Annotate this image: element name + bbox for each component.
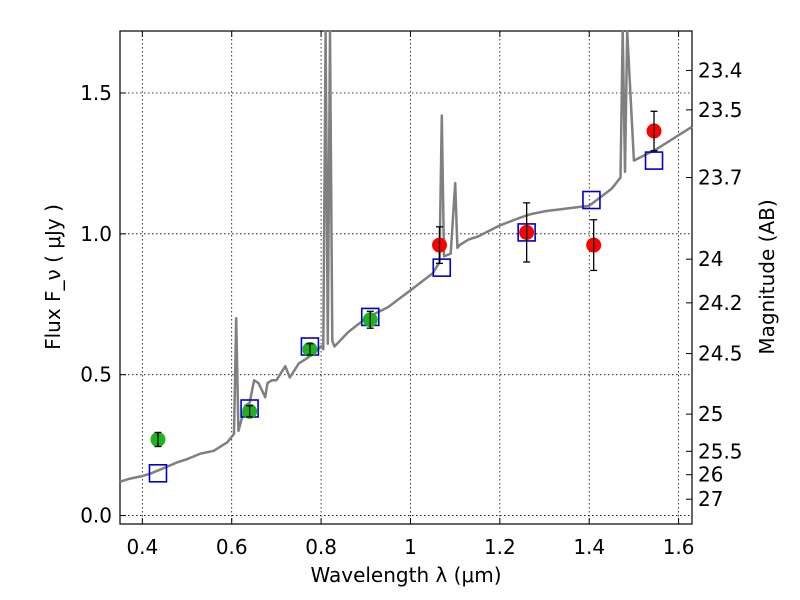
y-tick-label: 0.0 — [80, 504, 112, 528]
x-tick-label: 1.6 — [663, 535, 695, 559]
points-layer — [148, 110, 664, 483]
y-tick-label: 1.5 — [80, 81, 112, 105]
right-tick-label: 27 — [698, 487, 723, 511]
right-tick-label: 26 — [698, 463, 723, 487]
x-tick-label: 0.8 — [305, 535, 337, 559]
right-tick-label: 24 — [698, 247, 723, 271]
right-tick-label: 23.5 — [698, 98, 743, 122]
y-axis-label: Flux F_ν ( μJy ) — [41, 204, 65, 350]
ticks-layer: 0.4 0.6 0.8 1 1.2 1.4 1.6 0.0 0.5 1.0 1.5 23.4 23.5 2… — [80, 31, 743, 559]
grid-lines — [120, 31, 692, 524]
y-tick-label: 1.0 — [80, 222, 112, 246]
right-tick-label: 24.2 — [698, 291, 743, 315]
spectrum-layer — [119, 29, 693, 483]
x-tick-label: 0.4 — [126, 535, 158, 559]
right-tick-label: 24.5 — [698, 342, 743, 366]
x-tick-label: 1 — [404, 535, 417, 559]
model-square — [148, 463, 168, 483]
model-square — [432, 258, 452, 277]
right-axis-label: Magnitude (AB) — [755, 199, 779, 354]
x-tick-label: 1.2 — [484, 535, 516, 559]
plot-frame — [119, 30, 693, 525]
right-tick-label: 25.5 — [698, 439, 743, 463]
x-axis-label: Wavelength λ (μm) — [310, 563, 501, 587]
spectrum-line — [119, 29, 693, 483]
x-tick-label: 0.6 — [216, 535, 248, 559]
right-tick-label: 25 — [698, 402, 723, 426]
right-tick-label: 23.4 — [698, 58, 743, 82]
x-tick-label: 1.4 — [573, 535, 605, 559]
y-tick-label: 0.5 — [80, 363, 112, 387]
model-square — [582, 190, 601, 210]
model-square — [644, 151, 664, 170]
right-tick-label: 23.7 — [698, 165, 743, 189]
